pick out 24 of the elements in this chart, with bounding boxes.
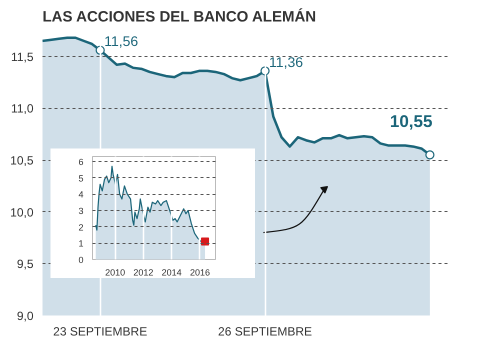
point	[425, 150, 434, 160]
y-tick-label: 11,0	[11, 102, 34, 116]
y-tick-label: 11,5	[11, 50, 34, 64]
chart-title: LAS ACCIONES DEL BANCO ALEMÁN	[42, 8, 316, 26]
x-tick-label: 26 SEPTIEMBRE	[218, 324, 312, 338]
x-tick-label: 2016	[190, 268, 210, 278]
y-tick-label: 2	[78, 222, 84, 232]
y-tick-label: 9,5	[16, 257, 34, 272]
y-tick-label: 0	[78, 255, 84, 265]
y-tick-label: 1	[78, 238, 84, 249]
y-tick-label: 3	[78, 206, 84, 216]
data-label: 11,56	[104, 33, 138, 50]
x-tick-label: 23 SEPTIEMBRE	[53, 324, 148, 338]
x-tick-label: 2010	[105, 268, 126, 278]
y-tick-label: 9,0	[16, 309, 34, 323]
x-tick-label: 2014	[162, 268, 182, 278]
x-tick-label: 2012	[133, 268, 154, 278]
data-label: 10,55	[390, 112, 432, 131]
y-tick-label: 5	[78, 173, 84, 184]
y-tick-label: 4	[78, 190, 84, 200]
y-tick-label: 10,0	[10, 205, 34, 220]
data-label: 11,36	[269, 54, 304, 70]
y-tick-label: 10,5	[10, 154, 34, 168]
y-tick-label: 6	[78, 156, 84, 167]
